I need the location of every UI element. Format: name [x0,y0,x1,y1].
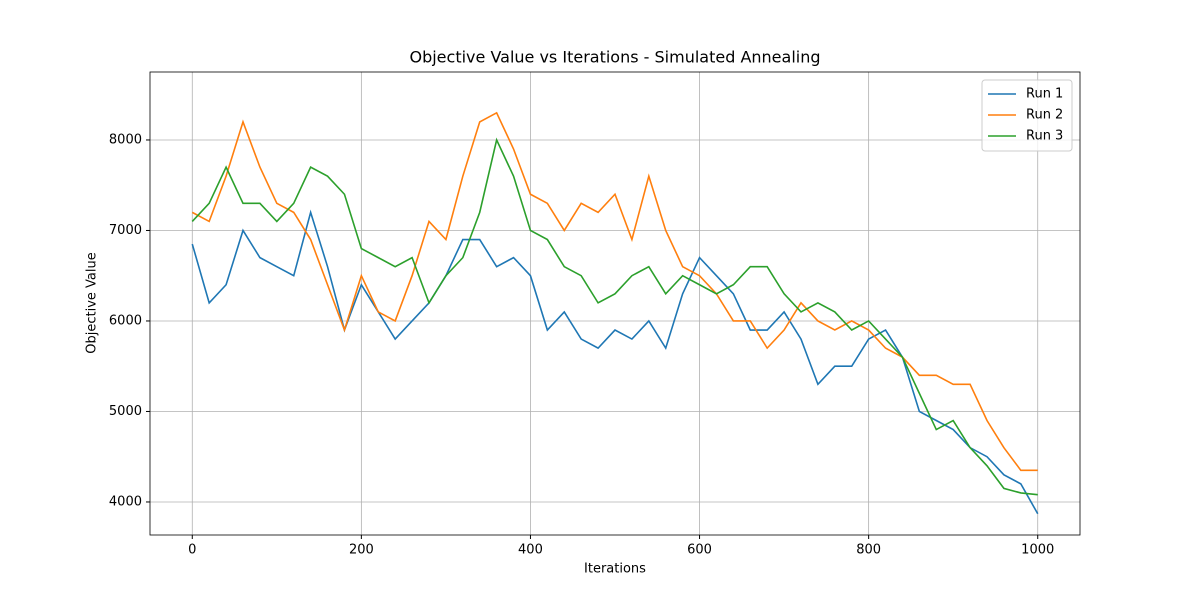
plot-frame [149,71,1081,536]
legend-label: Run 2 [1026,108,1063,123]
x-tick-label: 0 [188,543,196,558]
x-tick-label: 800 [856,543,881,558]
legend-label: Run 1 [1026,87,1063,102]
legend: Run 1 Run 2 Run 3 [981,79,1073,152]
x-tick-label: 400 [518,543,543,558]
chart-title: Objective Value vs Iterations - Simulate… [409,48,820,67]
x-axis-label: Iterations [584,562,646,577]
y-tick-label: 4000 [109,494,142,509]
y-tick-label: 5000 [109,404,142,419]
x-tick-label: 1000 [1021,543,1054,558]
y-axis-label: Objective Value [85,252,100,353]
y-tick-label: 7000 [109,223,142,238]
series-line [191,137,1038,496]
x-tick-label: 200 [349,543,374,558]
y-tick-label: 8000 [109,132,142,147]
y-tick-label: 6000 [109,313,142,328]
legend-box [981,79,1073,152]
series-line [191,111,1038,472]
legend-label: Run 3 [1026,129,1063,144]
x-tick-label: 600 [687,543,712,558]
series-line [191,209,1039,515]
